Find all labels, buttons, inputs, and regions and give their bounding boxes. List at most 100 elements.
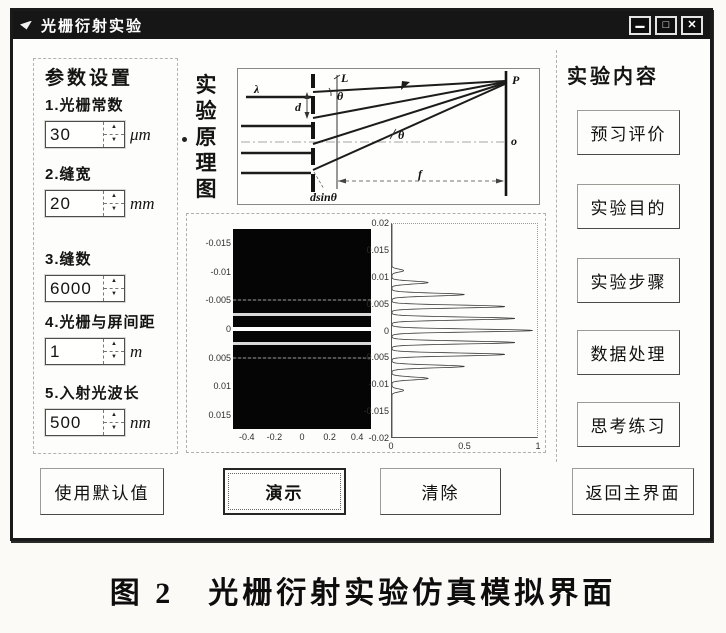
- param-unit: mm: [130, 193, 155, 213]
- clear-button[interactable]: 清除: [380, 468, 501, 515]
- spinner[interactable]: ▲ ▼: [103, 191, 124, 216]
- use-defaults-button[interactable]: 使用默认值: [40, 468, 164, 515]
- grating-constant-input[interactable]: 30 ▲ ▼: [45, 121, 125, 148]
- theta-top-label: θ: [337, 89, 344, 103]
- y-tick-label: 0: [225, 324, 231, 334]
- param-unit: nm: [130, 412, 151, 432]
- fringe-stripe: [233, 299, 371, 302]
- param-value: 1: [50, 342, 61, 361]
- lambda-label: λ: [253, 82, 260, 96]
- x-tick-label: 0: [299, 432, 305, 442]
- spinner-down-icon[interactable]: ▼: [111, 425, 117, 431]
- pattern-x-ticks: -0.4 -0.2 0 0.2 0.4: [233, 432, 371, 444]
- title-bar: 光栅衍射实验 ▁ □ ✕: [13, 11, 710, 39]
- y-tick-label: 0.02: [371, 218, 389, 228]
- spinner-down-icon[interactable]: ▼: [111, 206, 117, 212]
- x-tick-label: 0.5: [458, 441, 471, 451]
- data-processing-button[interactable]: 数据处理: [577, 330, 680, 375]
- spinner-up-icon[interactable]: ▲: [104, 122, 124, 135]
- intensity-plot-area: [391, 223, 538, 438]
- param-value: 30: [50, 125, 71, 144]
- spinner-down-icon[interactable]: ▼: [111, 354, 117, 360]
- experiment-content-title: 实验内容: [567, 66, 659, 88]
- param-field-grating-constant: 1.光栅常数 30 ▲ ▼ μm: [45, 94, 177, 148]
- experiment-content-panel: 实验内容 预习评价 实验目的 实验步骤 数据处理 思考练习: [556, 50, 711, 462]
- slit-width-input[interactable]: 20 ▲ ▼: [45, 190, 125, 217]
- spinner[interactable]: ▲ ▼: [103, 122, 124, 147]
- f-label: f: [418, 167, 423, 181]
- x-tick-label: 0: [388, 441, 394, 451]
- parameters-panel: 参数设置 1.光栅常数 30 ▲ ▼ μm 2.缝宽 20: [33, 58, 178, 454]
- principle-diagram-label: 实验原理图: [195, 74, 217, 201]
- back-to-main-button[interactable]: 返回主界面: [572, 468, 694, 515]
- param-label: 1.光栅常数: [45, 97, 124, 114]
- demo-button[interactable]: 演示: [223, 468, 346, 515]
- param-label: 4.光栅与屏间距: [45, 314, 156, 331]
- principle-diagram-svg: λ d L θ θ dsinθ f P o: [241, 71, 520, 204]
- spinner[interactable]: ▲ ▼: [103, 410, 124, 435]
- window-title: 光栅衍射实验: [41, 17, 144, 35]
- param-field-screen-distance: 4.光栅与屏间距 1 ▲ ▼ m: [45, 311, 177, 365]
- y-tick-label: -0.005: [363, 352, 389, 363]
- x-tick-label: -0.4: [239, 432, 255, 442]
- y-tick-label: 0: [383, 325, 389, 336]
- y-tick-label: 0.01: [213, 381, 231, 392]
- parameters-title: 参数设置: [45, 68, 134, 89]
- y-tick-label: 0.01: [371, 271, 389, 282]
- x-tick-label: 0.2: [323, 432, 336, 442]
- slit-count-input[interactable]: 6000 ▲ ▼: [45, 275, 125, 302]
- lens-label: L: [340, 71, 348, 85]
- screen-distance-input[interactable]: 1 ▲ ▼: [45, 338, 125, 365]
- experiment-steps-button[interactable]: 实验步骤: [577, 258, 680, 303]
- pattern-plot-area: [233, 229, 371, 429]
- plots-panel: -0.015 -0.01 -0.005 0 0.005 0.01 0.015 -0.4 -0.…: [186, 213, 546, 453]
- intensity-curve-svg: [391, 224, 533, 437]
- fringe-stripe: [233, 327, 371, 331]
- spinner-up-icon[interactable]: ▲: [104, 191, 124, 204]
- spinner-down-icon[interactable]: ▼: [111, 137, 117, 143]
- principle-diagram: λ d L θ θ dsinθ f P o: [237, 68, 540, 205]
- y-tick-label: -0.01: [210, 266, 231, 277]
- p-point-label: P: [512, 73, 520, 87]
- y-tick-label: 0.005: [208, 352, 231, 363]
- thinking-exercise-button[interactable]: 思考练习: [577, 402, 680, 447]
- fringe-stripe: [233, 356, 371, 359]
- pattern-y-ticks: -0.015 -0.01 -0.005 0 0.005 0.01 0.015: [193, 229, 231, 429]
- theta-mid-label: θ: [398, 128, 405, 142]
- param-value: 6000: [50, 279, 92, 298]
- param-field-slit-width: 2.缝宽 20 ▲ ▼ mm: [45, 163, 177, 217]
- x-tick-label: 1: [535, 441, 541, 451]
- spinner[interactable]: ▲ ▼: [103, 276, 124, 301]
- intensity-x-ticks: 0 0.5 1: [388, 441, 540, 453]
- maximize-button[interactable]: □: [655, 15, 677, 35]
- spinner-down-icon[interactable]: ▼: [111, 291, 117, 297]
- spinner-up-icon[interactable]: ▲: [104, 410, 124, 423]
- dsin-theta-label: dsinθ: [310, 190, 338, 204]
- y-tick-label: -0.015: [205, 238, 231, 249]
- y-tick-label: -0.005: [205, 295, 231, 306]
- app-icon: [20, 20, 32, 30]
- y-tick-label: -0.02: [368, 433, 389, 443]
- minimize-button[interactable]: ▁: [629, 15, 651, 35]
- spinner[interactable]: ▲ ▼: [103, 339, 124, 364]
- param-label: 2.缝宽: [45, 166, 92, 183]
- fringe-stripe: [233, 341, 371, 345]
- figure-caption: 图 2 光栅衍射实验仿真模拟界面: [109, 577, 617, 610]
- spinner-up-icon[interactable]: ▲: [104, 339, 124, 352]
- param-label: 3.缝数: [45, 251, 92, 268]
- close-button[interactable]: ✕: [681, 15, 703, 35]
- x-tick-label: -0.2: [266, 432, 283, 442]
- y-tick-label: 0.005: [366, 298, 389, 309]
- param-value: 20: [50, 194, 71, 213]
- experiment-purpose-button[interactable]: 实验目的: [577, 184, 680, 229]
- y-tick-label: -0.01: [368, 379, 389, 390]
- o-point-label: o: [511, 134, 517, 148]
- y-tick-label: 0.015: [366, 244, 389, 255]
- y-tick-label: 0.015: [208, 409, 231, 420]
- wavelength-input[interactable]: 500 ▲ ▼: [45, 409, 125, 436]
- intensity-y-ticks: 0.02 0.015 0.01 0.005 0 -0.005 -0.01 -0.015 -0.0…: [355, 218, 389, 443]
- preview-evaluation-button[interactable]: 预习评价: [577, 110, 680, 155]
- param-unit: m: [130, 341, 143, 361]
- spinner-up-icon[interactable]: ▲: [104, 276, 124, 289]
- param-unit: μm: [130, 124, 151, 144]
